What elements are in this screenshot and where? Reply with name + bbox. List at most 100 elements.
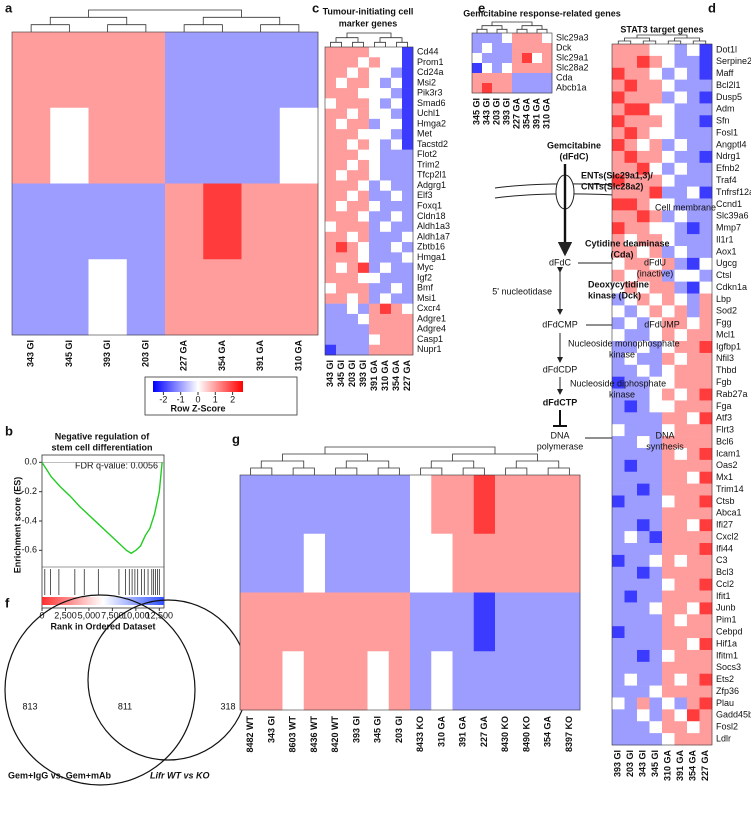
column-label: 8490 KO	[521, 716, 531, 752]
pathway-label: Deoxycytidine	[588, 279, 649, 289]
heatmap-cell	[649, 626, 663, 639]
heatmap-cell	[347, 344, 359, 356]
row-label: Ifit1	[716, 591, 731, 601]
heatmap-cell	[699, 210, 713, 223]
heatmap-cell	[492, 33, 503, 44]
panel-letter: d	[708, 0, 716, 15]
column-label: 343 GI	[638, 750, 648, 777]
heatmap-cell	[358, 334, 370, 346]
heatmap-cell	[358, 211, 370, 222]
rank-bar	[42, 597, 164, 605]
heatmap-cell	[699, 79, 713, 92]
heatmap-cell	[347, 170, 359, 181]
heatmap-cell	[482, 53, 493, 64]
column-label: 343 GI	[266, 716, 276, 743]
heatmap-cell	[512, 73, 523, 84]
heatmap-cell	[358, 47, 370, 58]
heatmap-cell	[380, 324, 392, 335]
heatmap-cell	[452, 533, 475, 593]
venn-count: 811	[118, 701, 132, 711]
heatmap-cell	[699, 376, 713, 389]
column-label: 393 GI	[613, 750, 623, 777]
heatmap-cell	[674, 376, 688, 389]
heatmap-cell	[347, 231, 359, 243]
heatmap-cell	[325, 180, 337, 192]
pathway-label: kinase (Dck)	[588, 290, 641, 300]
heatmap-cell	[325, 334, 337, 346]
heatmap-cell	[662, 626, 675, 639]
heatmap-cell	[687, 139, 700, 152]
row-label: Met	[417, 129, 433, 139]
heatmap-cell	[369, 211, 381, 222]
heatmap-cell	[699, 127, 713, 140]
heatmap-cell	[637, 459, 650, 473]
heatmap-cell	[674, 531, 688, 544]
heatmap-cell	[367, 533, 390, 593]
heatmap-cell	[649, 543, 663, 556]
pathway-label: kinase	[609, 389, 635, 399]
heatmap-cell	[687, 162, 700, 175]
heatmap-cell	[649, 376, 663, 389]
heatmap-cell	[662, 578, 675, 591]
heatmap-cell	[687, 519, 700, 532]
heatmap-cell	[532, 33, 543, 44]
heatmap-cell	[261, 533, 283, 593]
heatmap-cell	[369, 47, 381, 58]
heatmap-cell	[12, 183, 51, 260]
heatmap-cell	[649, 388, 663, 401]
heatmap-cell	[662, 79, 675, 92]
heatmap-cell	[637, 436, 650, 449]
heatmap-cell	[687, 67, 700, 80]
heatmap-cell	[699, 614, 713, 627]
heatmap-cell	[649, 210, 663, 223]
heatmap-cell	[380, 252, 392, 263]
dendrogram	[346, 32, 392, 38]
pathway-label: Cytidine deaminase	[585, 238, 670, 248]
heatmap-cell	[482, 83, 493, 94]
heatmap-cell	[369, 139, 381, 150]
heatmap-cell	[662, 471, 675, 484]
dendrogram	[430, 460, 475, 468]
heatmap-cell	[649, 578, 663, 591]
row-label: C3	[716, 555, 728, 565]
legend-tick-label: 2	[230, 394, 235, 404]
heatmap-cell	[347, 283, 359, 294]
heatmap-cell	[699, 269, 713, 282]
heatmap-cell	[674, 578, 688, 591]
heatmap-cell	[662, 210, 675, 223]
heatmap-cell	[674, 364, 688, 377]
heatmap-cell	[612, 388, 625, 401]
row-label: Pim1	[716, 615, 737, 625]
heatmap-cell	[203, 107, 242, 184]
heatmap-cell	[325, 77, 337, 89]
column-label: 354 GA	[217, 340, 227, 372]
heatmap-cell	[674, 554, 688, 568]
heatmap-cell	[624, 245, 638, 259]
row-label: Foxq1	[417, 201, 442, 211]
heatmap-cell	[537, 651, 560, 711]
heatmap-cell	[369, 344, 381, 356]
heatmap-cell	[369, 118, 381, 130]
heatmap-cell	[612, 139, 625, 152]
heatmap-cell	[637, 412, 650, 425]
heatmap-cell	[473, 592, 496, 652]
heatmap-cell	[492, 53, 503, 64]
heatmap-cell	[336, 190, 348, 202]
heatmap-cell	[624, 293, 638, 306]
heatmap-cell	[674, 543, 688, 556]
row-label: Aox1	[716, 246, 737, 256]
heatmap-cell	[346, 475, 368, 535]
row-label: Casp1	[417, 334, 443, 344]
heatmap-cell	[674, 626, 688, 639]
row-label: Smad6	[417, 98, 446, 108]
row-label: Ifi44	[716, 543, 733, 553]
heatmap-cell	[472, 73, 483, 84]
heatmap-cell	[687, 626, 700, 639]
x-tick-label: 10,000	[122, 610, 150, 620]
heatmap-cell	[624, 412, 638, 425]
heatmap-cell	[662, 376, 675, 389]
heatmap-cell	[674, 234, 688, 247]
heatmap-cell	[674, 317, 688, 330]
heatmap-cell	[126, 183, 166, 260]
heatmap-cell	[347, 334, 359, 346]
